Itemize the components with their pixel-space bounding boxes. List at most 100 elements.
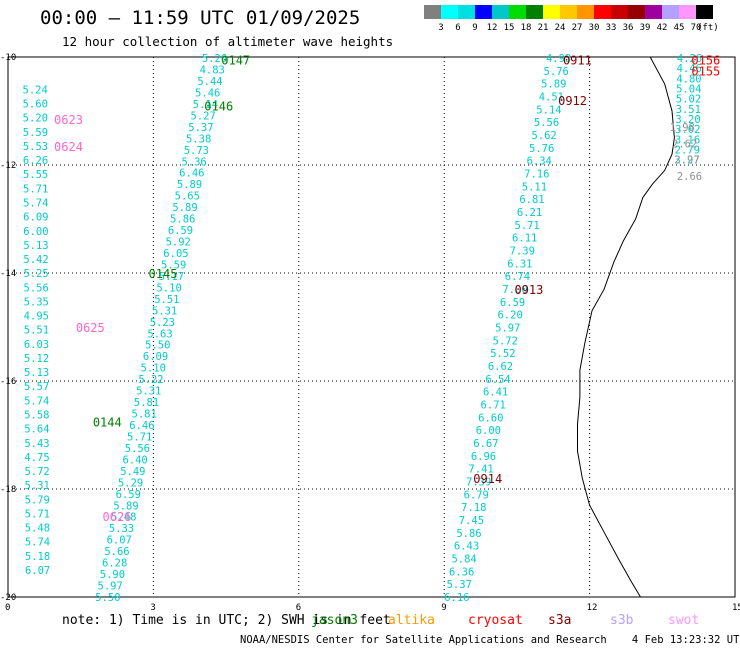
y-tick-label: -10 xyxy=(0,53,16,63)
colorbar-swatch xyxy=(560,5,577,19)
page-title: 00:00 — 11:59 UTC 01/09/2025 xyxy=(40,7,361,29)
wave-height-label: 5.65 xyxy=(175,191,200,203)
wave-height-label: 5.18 xyxy=(25,551,50,563)
y-tick-label: -18 xyxy=(0,485,16,495)
colorbar-swatch xyxy=(662,5,679,19)
colorbar-label: 9 xyxy=(472,23,478,33)
wave-height-label: 3.27 xyxy=(674,155,699,167)
wave-height-label: 6.59 xyxy=(116,489,141,501)
y-tick-label: -16 xyxy=(0,377,16,387)
colorbar-label: 30 xyxy=(588,23,600,33)
colorbar-swatch xyxy=(441,5,458,19)
colorbar-swatch xyxy=(611,5,628,19)
wave-height-label: 5.38 xyxy=(186,133,211,145)
wave-height-label: 6.31 xyxy=(507,258,532,270)
pass-time-label: 0156 xyxy=(691,54,720,68)
wave-height-label: 5.31 xyxy=(152,305,177,317)
pass-time-label: 0145 xyxy=(149,267,178,281)
colorbar-label: 39 xyxy=(639,23,651,33)
wave-height-label: 6.71 xyxy=(481,400,506,412)
wave-height-label: 6.62 xyxy=(488,361,513,373)
wave-height-label: 5.13 xyxy=(23,240,48,252)
y-tick-label: -20 xyxy=(0,593,16,603)
footer-credit: NOAA/NESDIS Center for Satellite Applica… xyxy=(240,634,740,646)
colorbar-swatch xyxy=(594,5,611,19)
wave-height-label: 4.75 xyxy=(24,452,49,464)
colorbar-label: 33 xyxy=(605,23,617,33)
wave-height-label: 5.89 xyxy=(172,202,197,214)
wave-height-label: 2.66 xyxy=(677,171,702,183)
wave-height-label: 6.59 xyxy=(168,225,193,237)
wave-height-label: 5.51 xyxy=(24,325,49,337)
pass-time-label: 0155 xyxy=(691,65,720,79)
pass-time-label: 0624 xyxy=(54,140,83,154)
wave-height-label: 4.51 xyxy=(539,92,564,104)
colorbar-swatch xyxy=(475,5,492,19)
wave-height-label: 7.45 xyxy=(459,515,484,527)
wave-height-label: 5.74 xyxy=(24,395,49,407)
wave-height-label: 4.46 xyxy=(677,63,702,75)
wave-height-label: 7.39 xyxy=(466,477,491,489)
wave-height-label: 5.62 xyxy=(531,130,556,142)
wave-height-label: 5.97 xyxy=(495,323,520,335)
wave-height-label: 5.14 xyxy=(193,99,218,111)
legend-item-altika: altika xyxy=(388,613,435,628)
note-text: note: 1) Time is in UTC; 2) SWH is in fe… xyxy=(62,613,391,628)
wave-height-label: 5.48 xyxy=(111,512,136,524)
x-tick-label: 3 xyxy=(150,603,155,610)
wave-height-label: 5.37 xyxy=(447,579,472,591)
pass-time-label: 0913 xyxy=(514,283,543,297)
y-tick-label: -14 xyxy=(0,269,16,279)
colorbar-swatch xyxy=(492,5,509,19)
wave-height-label: 6.21 xyxy=(517,207,542,219)
wave-height-label: 6.59 xyxy=(500,297,525,309)
wave-height-label: 5.72 xyxy=(493,335,518,347)
colorbar-swatch xyxy=(458,5,475,19)
wave-height-label: 5.71 xyxy=(25,508,50,520)
wave-height-label: 5.84 xyxy=(451,554,476,566)
wave-height-label: 4.80 xyxy=(676,73,701,85)
colorbar-swatch xyxy=(509,5,526,19)
pass-time-label: 0626 xyxy=(103,510,132,524)
wave-height-label: 5.26 xyxy=(202,53,227,65)
wave-height-label: 5.72 xyxy=(24,466,49,478)
wave-height-label: 5.73 xyxy=(184,145,209,157)
pass-time-label: 0912 xyxy=(558,94,587,108)
wave-height-label: 5.49 xyxy=(120,466,145,478)
wave-height-label: 5.44 xyxy=(197,76,222,88)
wave-height-label: 4.83 xyxy=(200,65,225,77)
wave-height-label: 5.22 xyxy=(138,374,163,386)
x-tick-label: 0 xyxy=(5,603,10,610)
wave-height-label: 5.79 xyxy=(25,494,50,506)
wave-height-label: 5.50 xyxy=(95,592,120,604)
wave-height-label: 6.96 xyxy=(471,451,496,463)
colorbar-label: 21 xyxy=(537,23,549,33)
wave-height-label: 5.76 xyxy=(544,66,569,78)
wave-height-label: 5.14 xyxy=(536,104,561,116)
pass-time-label: 0146 xyxy=(204,100,233,114)
wave-height-label: 5.74 xyxy=(23,197,48,209)
wave-height-label: 5.31 xyxy=(136,386,161,398)
wave-height-label: 6.26 xyxy=(23,155,48,167)
wave-height-label: 3.20 xyxy=(675,114,700,126)
colorbar-label: 12 xyxy=(486,23,498,33)
wave-height-label: 5.04 xyxy=(676,84,701,96)
colorbar-unit: (ft) xyxy=(697,23,719,33)
wave-height-label: 7.16 xyxy=(524,169,549,181)
wave-height-label: 3.16 xyxy=(675,134,700,146)
wave-height-label: 6.54 xyxy=(485,374,510,386)
colorbar-swatch xyxy=(645,5,662,19)
wave-height-label: 5.63 xyxy=(147,328,172,340)
wave-height-label: 3.02 xyxy=(675,124,700,136)
wave-height-label: 5.23 xyxy=(150,317,175,329)
wave-height-label: 6.40 xyxy=(122,454,147,466)
wave-height-label: 5.29 xyxy=(118,477,143,489)
pass-time-label: 0147 xyxy=(221,54,250,68)
wave-height-label: 5.46 xyxy=(195,87,220,99)
colorbar-label: 15 xyxy=(503,23,515,33)
colorbar-label: 42 xyxy=(656,23,668,33)
wave-height-label: 6.09 xyxy=(23,212,48,224)
wave-height-label: 5.97 xyxy=(98,581,123,593)
colorbar-label: 36 xyxy=(622,23,634,33)
colorbar-swatch xyxy=(577,5,594,19)
